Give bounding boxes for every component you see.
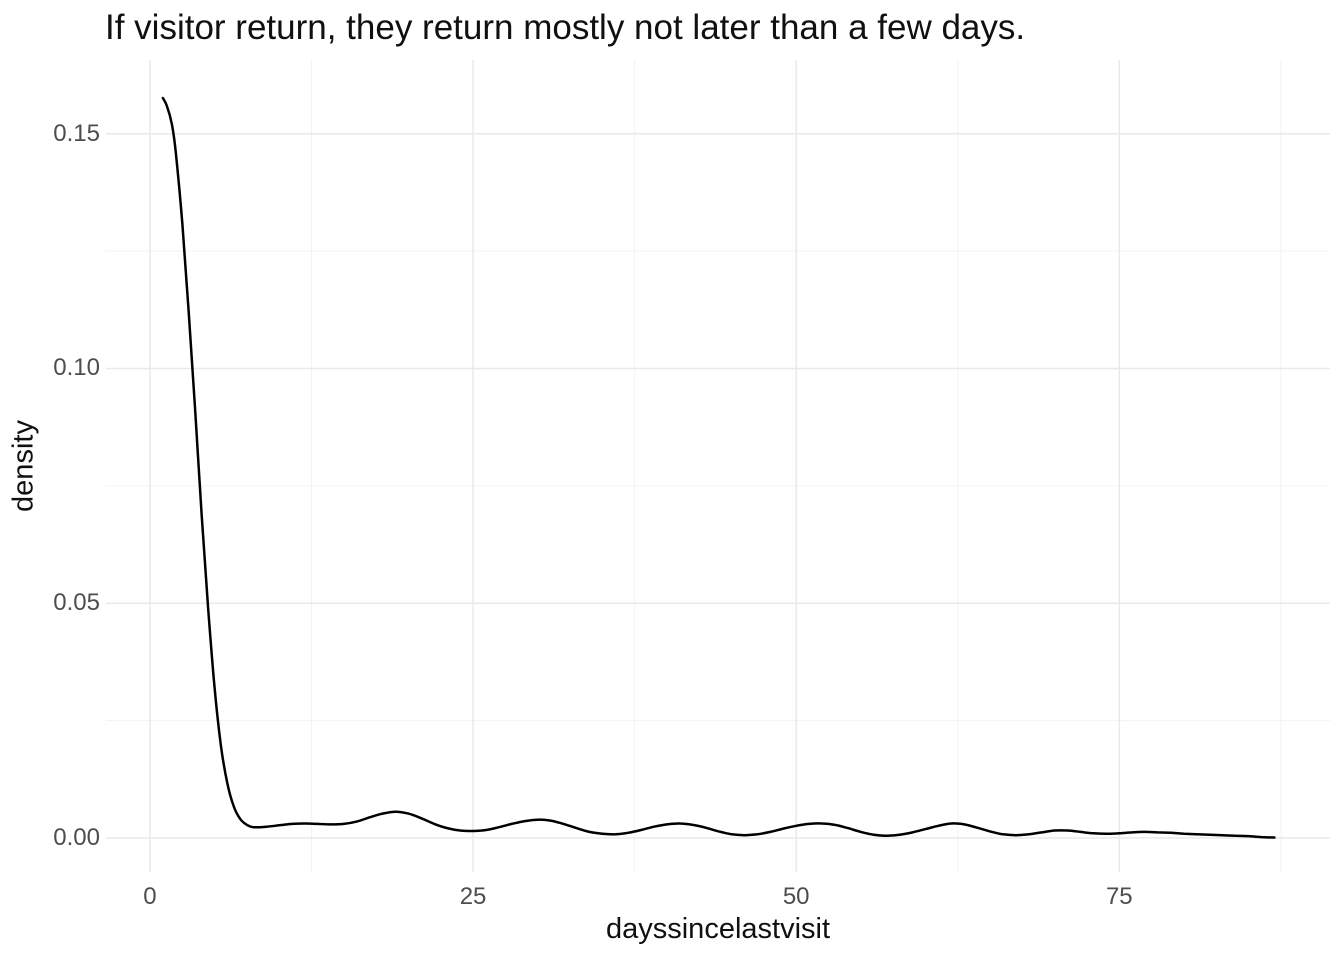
y-tick-label-0.15: 0.15 xyxy=(53,119,100,147)
y-tick-label-0.00: 0.00 xyxy=(53,824,100,851)
x-tick-label-0: 0 xyxy=(143,883,157,910)
y-tick-label-0.05: 0.05 xyxy=(53,589,100,617)
x-axis-title: dayssincelastvisit xyxy=(605,913,831,945)
plot-title: If visitor return, they return mostly no… xyxy=(105,8,1026,47)
x-tick-label-25: 25 xyxy=(459,883,487,910)
y-tick-label-0.10: 0.10 xyxy=(53,354,100,382)
x-tick-label-50: 50 xyxy=(782,883,810,910)
x-tick-label-75: 75 xyxy=(1105,883,1133,910)
y-axis-title: density xyxy=(7,420,40,512)
density-curve xyxy=(161,96,1276,839)
